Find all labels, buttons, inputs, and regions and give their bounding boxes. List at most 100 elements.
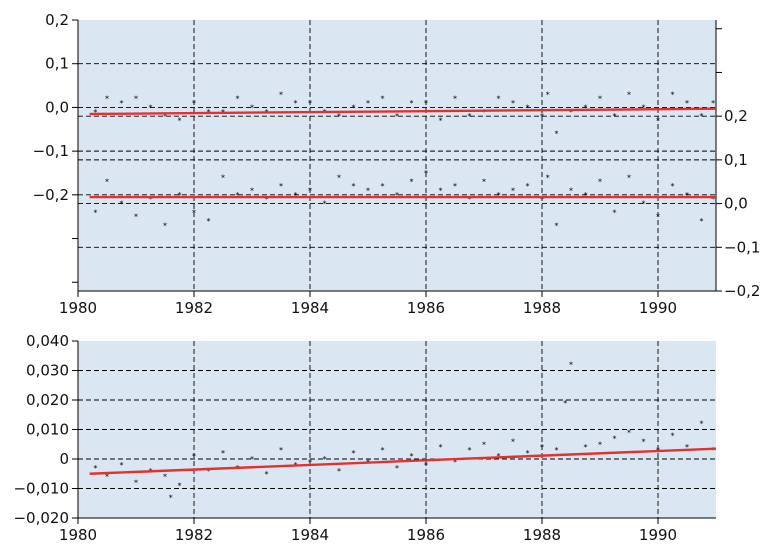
data-point: * bbox=[279, 90, 283, 99]
data-point: * bbox=[105, 95, 109, 104]
data-point: * bbox=[163, 473, 167, 482]
data-point: * bbox=[613, 434, 617, 443]
y-tick-label: 0,1 bbox=[45, 55, 69, 73]
data-point: * bbox=[627, 428, 631, 437]
right-y-tick-label: 0,1 bbox=[724, 151, 748, 169]
data-point: * bbox=[294, 99, 298, 108]
data-point: * bbox=[105, 178, 109, 187]
data-point: * bbox=[563, 399, 567, 408]
plot-area bbox=[78, 20, 716, 291]
data-point: * bbox=[395, 112, 399, 121]
data-point: * bbox=[381, 446, 385, 455]
data-point: * bbox=[700, 217, 704, 226]
data-point: * bbox=[546, 173, 550, 182]
data-point: * bbox=[236, 191, 240, 200]
data-point: * bbox=[250, 455, 254, 464]
x-tick-label: 1988 bbox=[523, 526, 561, 544]
data-point: * bbox=[511, 99, 515, 108]
data-point: * bbox=[308, 186, 312, 195]
right-y-tick-label: −0,1 bbox=[724, 238, 760, 256]
x-tick-label: 1984 bbox=[291, 526, 329, 544]
data-point: * bbox=[482, 108, 486, 117]
data-point: * bbox=[120, 461, 124, 470]
data-point: * bbox=[163, 221, 167, 230]
right-y-tick-label: −0,2 bbox=[724, 282, 760, 300]
data-point: * bbox=[642, 103, 646, 112]
data-point: * bbox=[613, 112, 617, 121]
data-point: * bbox=[424, 461, 428, 470]
y-tick-label: 0,030 bbox=[26, 362, 69, 380]
data-point: * bbox=[192, 208, 196, 217]
data-point: * bbox=[279, 446, 283, 455]
x-tick-label: 1984 bbox=[291, 299, 329, 317]
data-point: * bbox=[613, 208, 617, 217]
data-point: * bbox=[221, 449, 225, 458]
data-point: * bbox=[482, 440, 486, 449]
data-point: * bbox=[250, 103, 254, 112]
data-point: * bbox=[711, 446, 715, 455]
y-tick-label: −0,2 bbox=[33, 186, 69, 204]
data-point: * bbox=[192, 452, 196, 461]
y-tick-label: 0 bbox=[59, 450, 69, 468]
data-point: * bbox=[685, 191, 689, 200]
data-point: * bbox=[468, 112, 472, 121]
data-point: * bbox=[366, 186, 370, 195]
data-point: * bbox=[250, 186, 254, 195]
data-point: * bbox=[265, 470, 269, 479]
data-point: * bbox=[93, 464, 97, 473]
data-point: * bbox=[656, 117, 660, 126]
data-point: * bbox=[134, 213, 138, 222]
data-point: * bbox=[685, 99, 689, 108]
x-tick-label: 1980 bbox=[59, 299, 97, 317]
data-point: * bbox=[178, 191, 182, 200]
x-tick-label: 1980 bbox=[59, 526, 97, 544]
data-point: * bbox=[555, 446, 559, 455]
data-point: * bbox=[540, 112, 544, 121]
data-point: * bbox=[642, 200, 646, 209]
data-point: * bbox=[93, 108, 97, 117]
data-point: * bbox=[279, 182, 283, 191]
data-point: * bbox=[546, 90, 550, 99]
data-point: * bbox=[555, 130, 559, 139]
data-point: * bbox=[323, 200, 327, 209]
data-point: * bbox=[711, 99, 715, 108]
y-tick-label: −0,1 bbox=[33, 142, 69, 160]
data-point: * bbox=[671, 90, 675, 99]
y-tick-label: 0,2 bbox=[45, 11, 69, 29]
data-point: * bbox=[584, 443, 588, 452]
top-chart-panel: 0,2 0,1 0,0 −0,1 −0,2 0,2 0,1 0,0 −0,1 −0,2 1980 19… bbox=[33, 11, 761, 317]
y-tick-label: 0,0 bbox=[45, 98, 69, 116]
data-point: * bbox=[540, 443, 544, 452]
data-point: * bbox=[555, 221, 559, 230]
data-point: * bbox=[598, 440, 602, 449]
data-point: * bbox=[671, 182, 675, 191]
data-point: * bbox=[526, 182, 530, 191]
data-point: * bbox=[656, 213, 660, 222]
data-point: * bbox=[381, 95, 385, 104]
data-point: * bbox=[410, 178, 414, 187]
x-tick-label: 1982 bbox=[175, 299, 213, 317]
y-tick-label: 0,020 bbox=[26, 391, 69, 409]
data-point: * bbox=[439, 443, 443, 452]
data-point: * bbox=[120, 99, 124, 108]
data-point: * bbox=[584, 103, 588, 112]
data-point: * bbox=[511, 437, 515, 446]
x-tick-label: 1990 bbox=[639, 526, 677, 544]
data-point: * bbox=[497, 191, 501, 200]
x-tick-label: 1982 bbox=[175, 526, 213, 544]
data-point: * bbox=[497, 95, 501, 104]
data-point: * bbox=[424, 169, 428, 178]
data-point: * bbox=[178, 117, 182, 126]
data-point: * bbox=[178, 482, 182, 491]
right-y-tick-label: 0,2 bbox=[724, 107, 748, 125]
data-point: * bbox=[352, 449, 356, 458]
x-tick-label: 1986 bbox=[407, 299, 445, 317]
y-tick-label: −0,020 bbox=[13, 509, 69, 527]
data-point: * bbox=[134, 95, 138, 104]
y-tick-label: −0,010 bbox=[13, 480, 69, 498]
data-point: * bbox=[221, 173, 225, 182]
data-point: * bbox=[149, 103, 153, 112]
x-tick-label: 1986 bbox=[407, 526, 445, 544]
data-point: * bbox=[410, 99, 414, 108]
